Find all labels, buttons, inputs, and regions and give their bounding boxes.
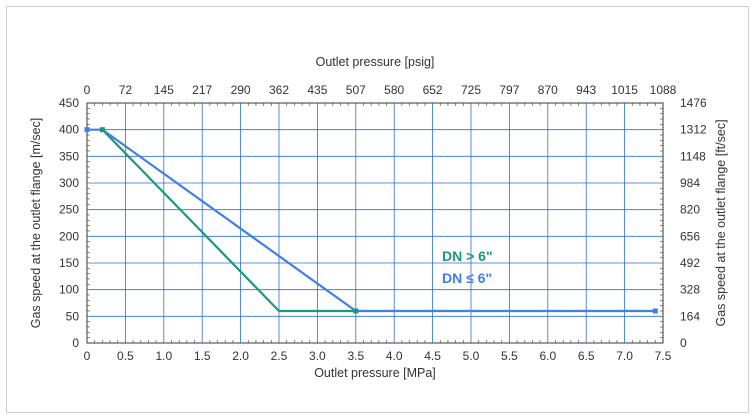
x-bottom-tick-label: 5.0 — [463, 349, 480, 363]
x-top-tick-label: 580 — [384, 83, 404, 97]
y-left-tick-label: 150 — [59, 256, 79, 270]
x-bottom-tick-label: 3.5 — [347, 349, 364, 363]
y-right-tick-label: 1312 — [680, 123, 707, 137]
y-left-tick-label: 350 — [59, 149, 79, 163]
x-axis-top-label: Outlet pressure [psig] — [316, 55, 435, 69]
x-bottom-tick-label: 6.0 — [539, 349, 556, 363]
y-axis-right-label: Gas speed at the outlet flange [ft/sec] — [714, 119, 728, 326]
plot-border — [86, 102, 664, 344]
x-bottom-tick-label: 6.5 — [578, 349, 595, 363]
series-line-0 — [101, 128, 356, 313]
y-right-tick-label: 328 — [680, 283, 700, 297]
x-top-tick-label: 145 — [154, 83, 174, 97]
y-left-tick-label: 0 — [72, 336, 79, 350]
y-left-tick-label: 100 — [59, 283, 79, 297]
x-bottom-tick-label: 0 — [84, 349, 91, 363]
x-top-tick-label: 725 — [461, 83, 481, 97]
x-top-tick-label: 1088 — [650, 83, 677, 97]
x-bottom-tick-label: 7.5 — [655, 349, 672, 363]
x-top-tick-label: 72 — [119, 83, 133, 97]
x-bottom-tick-label: 7.0 — [616, 349, 633, 363]
series-layer — [84, 127, 658, 314]
series-marker-1 — [84, 127, 90, 133]
x-bottom-tick-label: 1.0 — [155, 349, 172, 363]
x-top-tick-label: 0 — [84, 83, 91, 97]
legend-label-0: DN > 6" — [442, 248, 493, 264]
y-axis-left-label: Gas speed at the outlet flange [m/sec] — [29, 118, 43, 329]
x-top-tick-label: 943 — [576, 83, 596, 97]
x-top-tick-label: 870 — [538, 83, 558, 97]
y-right-tick-label: 984 — [680, 176, 700, 190]
x-top-tick-label: 797 — [499, 83, 519, 97]
series-marker-0 — [353, 308, 359, 314]
x-top-tick-label: 362 — [269, 83, 289, 97]
x-bottom-tick-label: 3.0 — [309, 349, 326, 363]
y-right-tick-label: 1148 — [680, 149, 706, 163]
legend-label-1: DN ≤ 6" — [442, 270, 492, 286]
legend: DN > 6" DN ≤ 6" — [442, 248, 493, 286]
y-left-tick-label: 450 — [59, 96, 79, 110]
x-bottom-tick-label: 4.0 — [386, 349, 403, 363]
y-left-tick-label: 50 — [66, 309, 80, 323]
y-right-tick-label: 1476 — [680, 96, 707, 110]
x-bottom-tick-label: 2.0 — [232, 349, 249, 363]
x-bottom-tick-label: 2.5 — [271, 349, 288, 363]
x-bottom-tick-label: 0.5 — [117, 349, 134, 363]
x-top-tick-label: 1015 — [611, 83, 638, 97]
series-marker-0 — [99, 127, 105, 133]
x-top-tick-label: 652 — [423, 83, 443, 97]
series-marker-1 — [652, 308, 658, 314]
y-left-tick-label: 300 — [59, 176, 79, 190]
y-left-tick-label: 400 — [59, 123, 79, 137]
series-line-1 — [87, 128, 656, 313]
y-right-tick-label: 820 — [680, 203, 700, 217]
y-right-tick-label: 0 — [680, 336, 687, 350]
y-left-tick-label: 250 — [59, 203, 79, 217]
x-axis-bottom-label: Outlet pressure [MPa] — [314, 366, 436, 380]
x-top-tick-label: 507 — [346, 83, 366, 97]
y-left-tick-label: 200 — [59, 229, 79, 243]
y-right-tick-label: 164 — [680, 309, 700, 323]
grid — [87, 103, 663, 343]
x-top-tick-label: 435 — [307, 83, 327, 97]
x-bottom-tick-label: 1.5 — [194, 349, 211, 363]
x-bottom-tick-label: 4.5 — [424, 349, 441, 363]
y-right-tick-label: 656 — [680, 229, 700, 243]
chart-frame — [6, 6, 749, 413]
x-top-tick-label: 217 — [192, 83, 212, 97]
x-top-tick-label: 290 — [231, 83, 251, 97]
x-bottom-tick-label: 5.5 — [501, 349, 518, 363]
tick-labels: 0 0.5 1.0 1.5 2.0 2.5 3.0 3.5 4.0 4.5 5.0 5.5 6.0 6.5… — [59, 83, 707, 363]
y-right-tick-label: 492 — [680, 256, 700, 270]
